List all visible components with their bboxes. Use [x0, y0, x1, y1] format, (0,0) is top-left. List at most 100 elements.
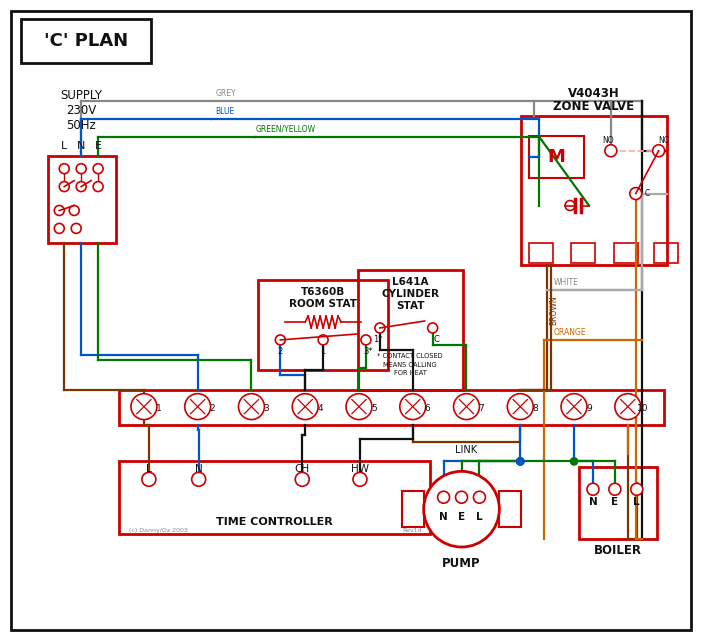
Text: L: L [476, 512, 483, 522]
Circle shape [561, 394, 587, 420]
Circle shape [59, 163, 69, 174]
Text: BLUE: BLUE [216, 107, 235, 116]
Text: 3*: 3* [363, 347, 373, 356]
Circle shape [571, 458, 578, 465]
Text: M: M [547, 147, 565, 166]
Text: C: C [434, 335, 439, 344]
Circle shape [69, 206, 79, 215]
Text: 1: 1 [321, 347, 326, 356]
Circle shape [353, 472, 367, 487]
Text: N: N [439, 512, 448, 522]
Circle shape [292, 394, 318, 420]
Text: Rev1d: Rev1d [402, 528, 422, 533]
Text: 50Hz: 50Hz [66, 119, 96, 132]
Circle shape [587, 483, 599, 495]
Text: BROWN: BROWN [549, 296, 558, 325]
Circle shape [361, 335, 371, 345]
Circle shape [54, 206, 65, 215]
Circle shape [77, 181, 86, 192]
Text: N: N [194, 464, 203, 474]
Circle shape [565, 201, 575, 210]
Text: 7: 7 [479, 404, 484, 413]
Text: L641A: L641A [392, 277, 428, 287]
Text: BOILER: BOILER [594, 544, 642, 558]
Text: 9: 9 [586, 404, 592, 413]
Text: L: L [61, 141, 67, 151]
Circle shape [517, 458, 524, 465]
Circle shape [424, 471, 499, 547]
Text: 3: 3 [263, 404, 270, 413]
Text: L: L [146, 464, 152, 474]
Circle shape [517, 458, 524, 465]
Text: 1: 1 [156, 404, 161, 413]
Text: NO: NO [602, 137, 614, 146]
Text: 230V: 230V [66, 104, 96, 117]
Circle shape [428, 323, 437, 333]
Text: CH: CH [295, 464, 310, 474]
Circle shape [375, 323, 385, 333]
Text: E: E [95, 141, 102, 151]
Circle shape [59, 181, 69, 192]
Circle shape [615, 394, 641, 420]
Text: N: N [77, 141, 86, 151]
Circle shape [508, 394, 534, 420]
Text: 10: 10 [637, 404, 649, 413]
Text: T6360B: T6360B [301, 287, 345, 297]
Text: E: E [611, 497, 618, 507]
Circle shape [609, 483, 621, 495]
Circle shape [456, 491, 468, 503]
Text: CYLINDER: CYLINDER [381, 289, 439, 299]
Circle shape [93, 163, 103, 174]
Text: GREEN/YELLOW: GREEN/YELLOW [256, 125, 315, 134]
Circle shape [296, 472, 309, 487]
Text: V4043H: V4043H [568, 87, 620, 101]
Text: L: L [633, 497, 640, 507]
Text: 4: 4 [317, 404, 323, 413]
Text: C: C [645, 189, 650, 198]
Text: 8: 8 [532, 404, 538, 413]
Text: 6: 6 [425, 404, 430, 413]
Circle shape [346, 394, 372, 420]
Text: * CONTACT CLOSED
MEANS CALLING
FOR HEAT: * CONTACT CLOSED MEANS CALLING FOR HEAT [378, 353, 443, 376]
Text: SUPPLY: SUPPLY [60, 90, 102, 103]
Text: 2: 2 [278, 347, 283, 356]
Text: NC: NC [658, 137, 669, 146]
Text: PUMP: PUMP [442, 558, 481, 570]
Text: HW: HW [351, 464, 369, 474]
Circle shape [131, 394, 157, 420]
Text: 5: 5 [371, 404, 377, 413]
Text: ROOM STAT: ROOM STAT [289, 299, 357, 309]
Text: WHITE: WHITE [554, 278, 579, 287]
Text: ORANGE: ORANGE [554, 328, 587, 337]
Text: 'C' PLAN: 'C' PLAN [44, 32, 128, 50]
Circle shape [473, 491, 485, 503]
Circle shape [605, 145, 617, 156]
Text: 1*: 1* [373, 335, 383, 344]
Circle shape [239, 394, 265, 420]
Text: GREY: GREY [216, 89, 236, 98]
Circle shape [630, 188, 642, 199]
Circle shape [453, 394, 479, 420]
Circle shape [653, 145, 665, 156]
Circle shape [185, 394, 211, 420]
Text: ZONE VALVE: ZONE VALVE [553, 101, 635, 113]
Circle shape [93, 181, 103, 192]
Circle shape [54, 224, 65, 233]
Circle shape [399, 394, 425, 420]
Text: N: N [588, 497, 597, 507]
Circle shape [437, 491, 449, 503]
Text: LINK: LINK [456, 445, 477, 456]
Text: (c) Danny/Oz 2003: (c) Danny/Oz 2003 [129, 528, 188, 533]
Circle shape [318, 335, 328, 345]
Circle shape [275, 335, 285, 345]
Circle shape [77, 163, 86, 174]
Text: E: E [458, 512, 465, 522]
Circle shape [192, 472, 206, 487]
Circle shape [71, 224, 81, 233]
Circle shape [142, 472, 156, 487]
Text: STAT: STAT [396, 301, 425, 311]
Text: TIME CONTROLLER: TIME CONTROLLER [216, 517, 333, 527]
Circle shape [631, 483, 643, 495]
Text: 2: 2 [210, 404, 216, 413]
Circle shape [517, 458, 524, 465]
